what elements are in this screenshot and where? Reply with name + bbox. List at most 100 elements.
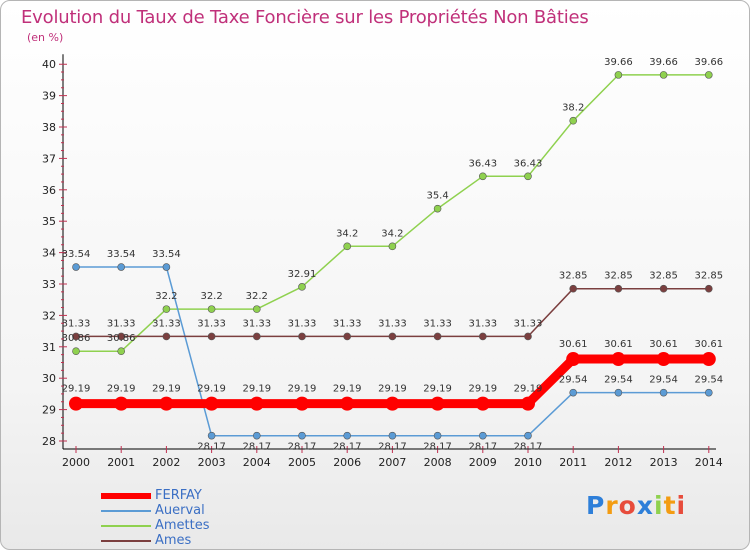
logo-letter: t (663, 491, 677, 520)
x-tick-label: 2014 (695, 456, 723, 469)
y-tick-label: 36 (42, 184, 56, 197)
data-label-ferfay: 30.61 (559, 339, 588, 350)
data-label-amettes: 30.86 (62, 333, 91, 344)
legend-label-ferfay: FERFAY (155, 488, 202, 503)
data-label-ames: 31.33 (152, 318, 181, 329)
data-label-amettes: 34.2 (381, 228, 403, 239)
data-label-amettes: 36.43 (468, 158, 497, 169)
data-label-amettes: 32.2 (155, 291, 177, 302)
x-tick-label: 2004 (243, 456, 271, 469)
x-tick-label: 2000 (62, 456, 90, 469)
data-label-amettes: 32.2 (200, 291, 222, 302)
x-tick-label: 2012 (604, 456, 632, 469)
data-point-ferfay (656, 352, 671, 367)
data-point-ames (253, 332, 261, 341)
data-point-ames (614, 284, 623, 293)
data-label-ames: 31.33 (468, 318, 497, 329)
axes: 28 29 30 31 32 33 34 35 36 37 38 39 40 2000 2001 2002 20… (42, 54, 723, 469)
y-tick-label: 31 (42, 341, 56, 354)
y-tick-label: 30 (42, 372, 56, 385)
data-point-ames (298, 332, 306, 341)
data-label-ferfay: 29.19 (288, 384, 317, 395)
data-label-ferfay: 30.61 (694, 339, 723, 350)
data-label-auerval: 33.54 (107, 249, 136, 260)
data-point-ferfay (114, 396, 129, 411)
data-label-amettes: 32.91 (288, 269, 317, 280)
data-point-ames (343, 332, 352, 341)
legend-label-ames: Ames (155, 533, 192, 548)
data-label-amettes: 38.2 (562, 103, 584, 114)
data-label-ames: 32.85 (694, 271, 723, 282)
data-point-ames (569, 284, 578, 293)
data-point-auerval (162, 263, 171, 271)
data-label-ames: 32.85 (559, 271, 588, 282)
data-label-auerval: 29.54 (604, 375, 633, 386)
data-point-auerval (614, 388, 623, 397)
data-point-amettes (704, 71, 713, 79)
data-point-auerval (569, 388, 578, 397)
data-label-auerval: 28.17 (242, 442, 271, 453)
legend-label-amettes: Amettes (155, 518, 210, 533)
data-label-auerval: 33.54 (152, 249, 181, 260)
data-point-ames (659, 284, 668, 293)
data-point-auerval (207, 431, 216, 440)
data-point-amettes (659, 71, 668, 79)
logo-letter: i (654, 491, 664, 520)
data-point-ames (117, 332, 125, 341)
data-label-auerval: 28.17 (514, 442, 543, 453)
x-tick-label: 2008 (424, 456, 452, 469)
y-tick-label: 35 (42, 215, 56, 228)
data-point-auerval (388, 431, 397, 440)
series-line-amettes (76, 74, 709, 352)
data-point-amettes (72, 347, 80, 355)
data-label-ferfay: 29.19 (107, 384, 136, 395)
data-point-auerval (117, 263, 125, 271)
data-label-amettes: 34.2 (336, 228, 358, 239)
data-label-auerval: 28.17 (333, 442, 362, 453)
data-point-ferfay (566, 352, 581, 367)
data-label-ferfay: 29.19 (62, 384, 91, 395)
data-point-amettes (253, 305, 261, 313)
data-label-ferfay: 29.19 (333, 384, 362, 395)
x-tick-label: 2003 (198, 456, 226, 469)
y-tick-label: 40 (42, 58, 56, 71)
legend-swatch-amettes (101, 525, 151, 527)
series-points (69, 71, 716, 440)
data-point-amettes (569, 116, 578, 125)
data-label-amettes: 39.66 (604, 57, 633, 68)
data-label-ames: 31.33 (242, 318, 271, 329)
data-label-auerval: 29.54 (649, 375, 678, 386)
data-label-ames: 31.33 (333, 318, 362, 329)
y-tick-label: 33 (42, 278, 56, 291)
data-label-amettes: 32.2 (246, 291, 268, 302)
data-point-amettes (298, 283, 306, 291)
data-label-amettes: 30.86 (107, 333, 136, 344)
data-label-auerval: 28.17 (288, 442, 317, 453)
data-point-ferfay (295, 396, 309, 411)
data-label-ferfay: 29.19 (514, 384, 543, 395)
data-point-amettes (117, 347, 125, 355)
logo-letter: x (636, 491, 654, 520)
data-point-amettes (433, 204, 442, 213)
data-label-auerval: 28.17 (378, 442, 407, 453)
data-point-ferfay (69, 396, 83, 411)
y-tick-label: 34 (42, 247, 56, 260)
data-point-ames (478, 332, 487, 341)
data-point-ferfay (430, 396, 445, 411)
data-point-ferfay (159, 396, 174, 411)
data-point-auerval (72, 263, 80, 271)
data-point-auerval (253, 431, 261, 440)
data-point-amettes (162, 305, 171, 313)
data-point-ferfay (340, 396, 355, 411)
legend-swatch-ferfay (101, 493, 151, 499)
data-label-ames: 32.85 (604, 271, 633, 282)
data-labels: 29.19 29.19 29.19 29.19 29.19 29.19 29.19 29.19… (62, 57, 723, 453)
x-tick-label: 2006 (333, 456, 361, 469)
data-label-amettes: 35.4 (426, 191, 448, 202)
legend-label-auerval: Auerval (155, 503, 205, 518)
data-point-ferfay (385, 396, 400, 411)
data-label-ferfay: 29.19 (197, 384, 226, 395)
data-label-amettes: 39.66 (649, 57, 678, 68)
data-point-amettes (388, 242, 397, 251)
